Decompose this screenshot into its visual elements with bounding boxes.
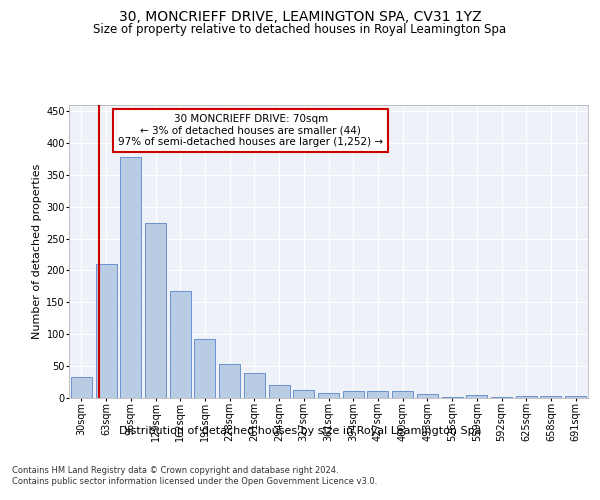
- Bar: [145, 222, 166, 398]
- Text: Distribution of detached houses by size in Royal Leamington Spa: Distribution of detached houses by size …: [119, 426, 481, 436]
- Bar: [244, 372, 265, 398]
- Bar: [343, 390, 364, 398]
- Text: 30, MONCRIEFF DRIVE, LEAMINGTON SPA, CV31 1YZ: 30, MONCRIEFF DRIVE, LEAMINGTON SPA, CV3…: [119, 10, 481, 24]
- Bar: [442, 397, 463, 398]
- Bar: [392, 391, 413, 398]
- Bar: [71, 377, 92, 398]
- Bar: [466, 395, 487, 398]
- Bar: [318, 393, 339, 398]
- Bar: [491, 397, 512, 398]
- Bar: [417, 394, 438, 398]
- Bar: [541, 396, 562, 398]
- Text: Contains HM Land Registry data © Crown copyright and database right 2024.: Contains HM Land Registry data © Crown c…: [12, 466, 338, 475]
- Bar: [194, 339, 215, 398]
- Bar: [269, 385, 290, 398]
- Y-axis label: Number of detached properties: Number of detached properties: [32, 164, 42, 339]
- Text: Size of property relative to detached houses in Royal Leamington Spa: Size of property relative to detached ho…: [94, 22, 506, 36]
- Bar: [293, 390, 314, 398]
- Bar: [219, 364, 240, 398]
- Bar: [367, 390, 388, 398]
- Bar: [120, 157, 141, 398]
- Text: Contains public sector information licensed under the Open Government Licence v3: Contains public sector information licen…: [12, 478, 377, 486]
- Bar: [565, 396, 586, 398]
- Bar: [516, 396, 537, 398]
- Bar: [95, 264, 116, 398]
- Text: 30 MONCRIEFF DRIVE: 70sqm
← 3% of detached houses are smaller (44)
97% of semi-d: 30 MONCRIEFF DRIVE: 70sqm ← 3% of detach…: [118, 114, 383, 147]
- Bar: [170, 292, 191, 398]
